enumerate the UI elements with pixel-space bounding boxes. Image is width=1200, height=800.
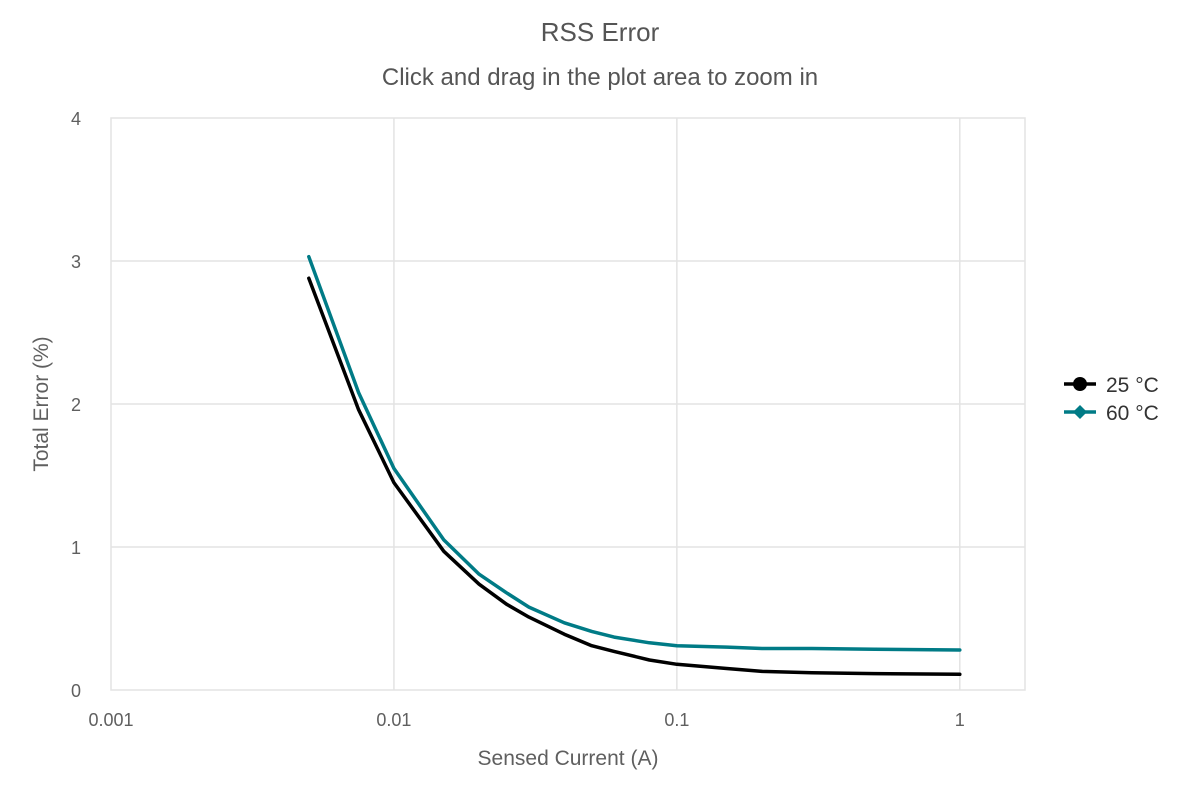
x-tick-label: 0.1 — [664, 710, 689, 730]
y-tick-label: 4 — [71, 109, 81, 129]
series-line-1[interactable] — [307, 276, 962, 677]
y-tick-label: 3 — [71, 252, 81, 272]
x-tick-label: 1 — [955, 710, 965, 730]
legend-label-1[interactable]: 25 °C — [1106, 374, 1159, 397]
y-axis-label: Total Error (%) — [30, 336, 53, 471]
legend-diamond-marker — [1073, 405, 1087, 419]
grid-lines — [111, 118, 1025, 690]
x-tick-label: 0.001 — [88, 710, 133, 730]
y-tick-label: 2 — [71, 395, 81, 415]
legend-label-2[interactable]: 60 °C — [1106, 402, 1159, 425]
axis-tick-labels: 0 1 2 3 4 0.001 0.01 0.1 1 — [71, 109, 965, 730]
series-lines — [307, 254, 962, 677]
series-line-2[interactable] — [307, 254, 962, 652]
x-tick-label: 0.01 — [376, 710, 411, 730]
y-tick-label: 0 — [71, 681, 81, 701]
legend-circle-marker — [1073, 377, 1087, 391]
x-axis-label: Sensed Current (A) — [478, 747, 659, 770]
legend: 25 °C 60 °C — [1064, 374, 1159, 425]
y-tick-label: 1 — [71, 538, 81, 558]
chart-subtitle: Click and drag in the plot area to zoom … — [382, 64, 818, 91]
chart-title: RSS Error — [541, 17, 660, 47]
plot-area-frame[interactable] — [110, 117, 1026, 691]
